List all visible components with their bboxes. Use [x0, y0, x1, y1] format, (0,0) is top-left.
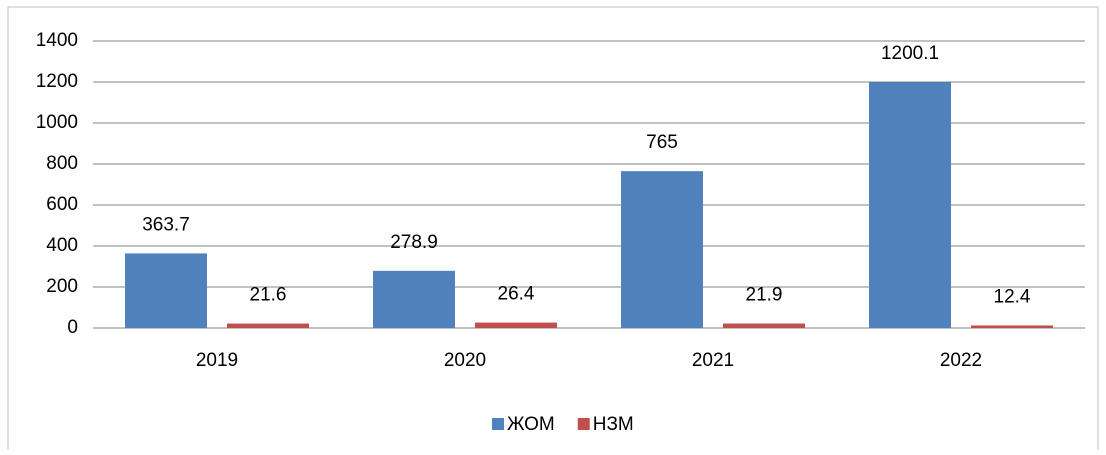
- y-tick-label: 200: [46, 276, 78, 297]
- data-label: 26.4: [498, 284, 535, 305]
- bar: [373, 270, 455, 328]
- data-label: 12.4: [994, 286, 1031, 307]
- x-tick-label: 2022: [940, 350, 982, 371]
- x-tick-label: 2021: [692, 350, 734, 371]
- legend-label: ЖОМ: [507, 414, 555, 435]
- y-tick-label: 800: [46, 153, 78, 174]
- y-tick-label: 400: [46, 235, 78, 256]
- data-label: 21.6: [250, 285, 287, 306]
- data-label: 363.7: [142, 214, 190, 235]
- bar: [621, 171, 703, 328]
- data-label: 765: [646, 132, 678, 153]
- bar: [227, 323, 309, 328]
- y-tick-label: 1200: [36, 71, 78, 92]
- bar: [869, 81, 951, 329]
- legend-label: НЗМ: [593, 414, 634, 435]
- data-label: 1200.1: [881, 43, 939, 64]
- bar: [125, 253, 207, 328]
- bar: [723, 323, 805, 328]
- x-tick-label: 2020: [444, 350, 486, 371]
- data-label: 278.9: [390, 232, 438, 253]
- y-tick-label: 1400: [36, 30, 78, 51]
- chart-frame: [7, 6, 1099, 455]
- bar: [971, 325, 1053, 328]
- y-tick-label: 1000: [36, 112, 78, 133]
- data-label: 21.9: [746, 285, 783, 306]
- bar: [475, 322, 557, 328]
- legend-swatch: [492, 418, 504, 430]
- y-tick-label: 0: [67, 317, 78, 338]
- legend-swatch: [577, 418, 590, 430]
- x-tick-label: 2019: [196, 350, 238, 371]
- y-tick-label: 600: [46, 194, 78, 215]
